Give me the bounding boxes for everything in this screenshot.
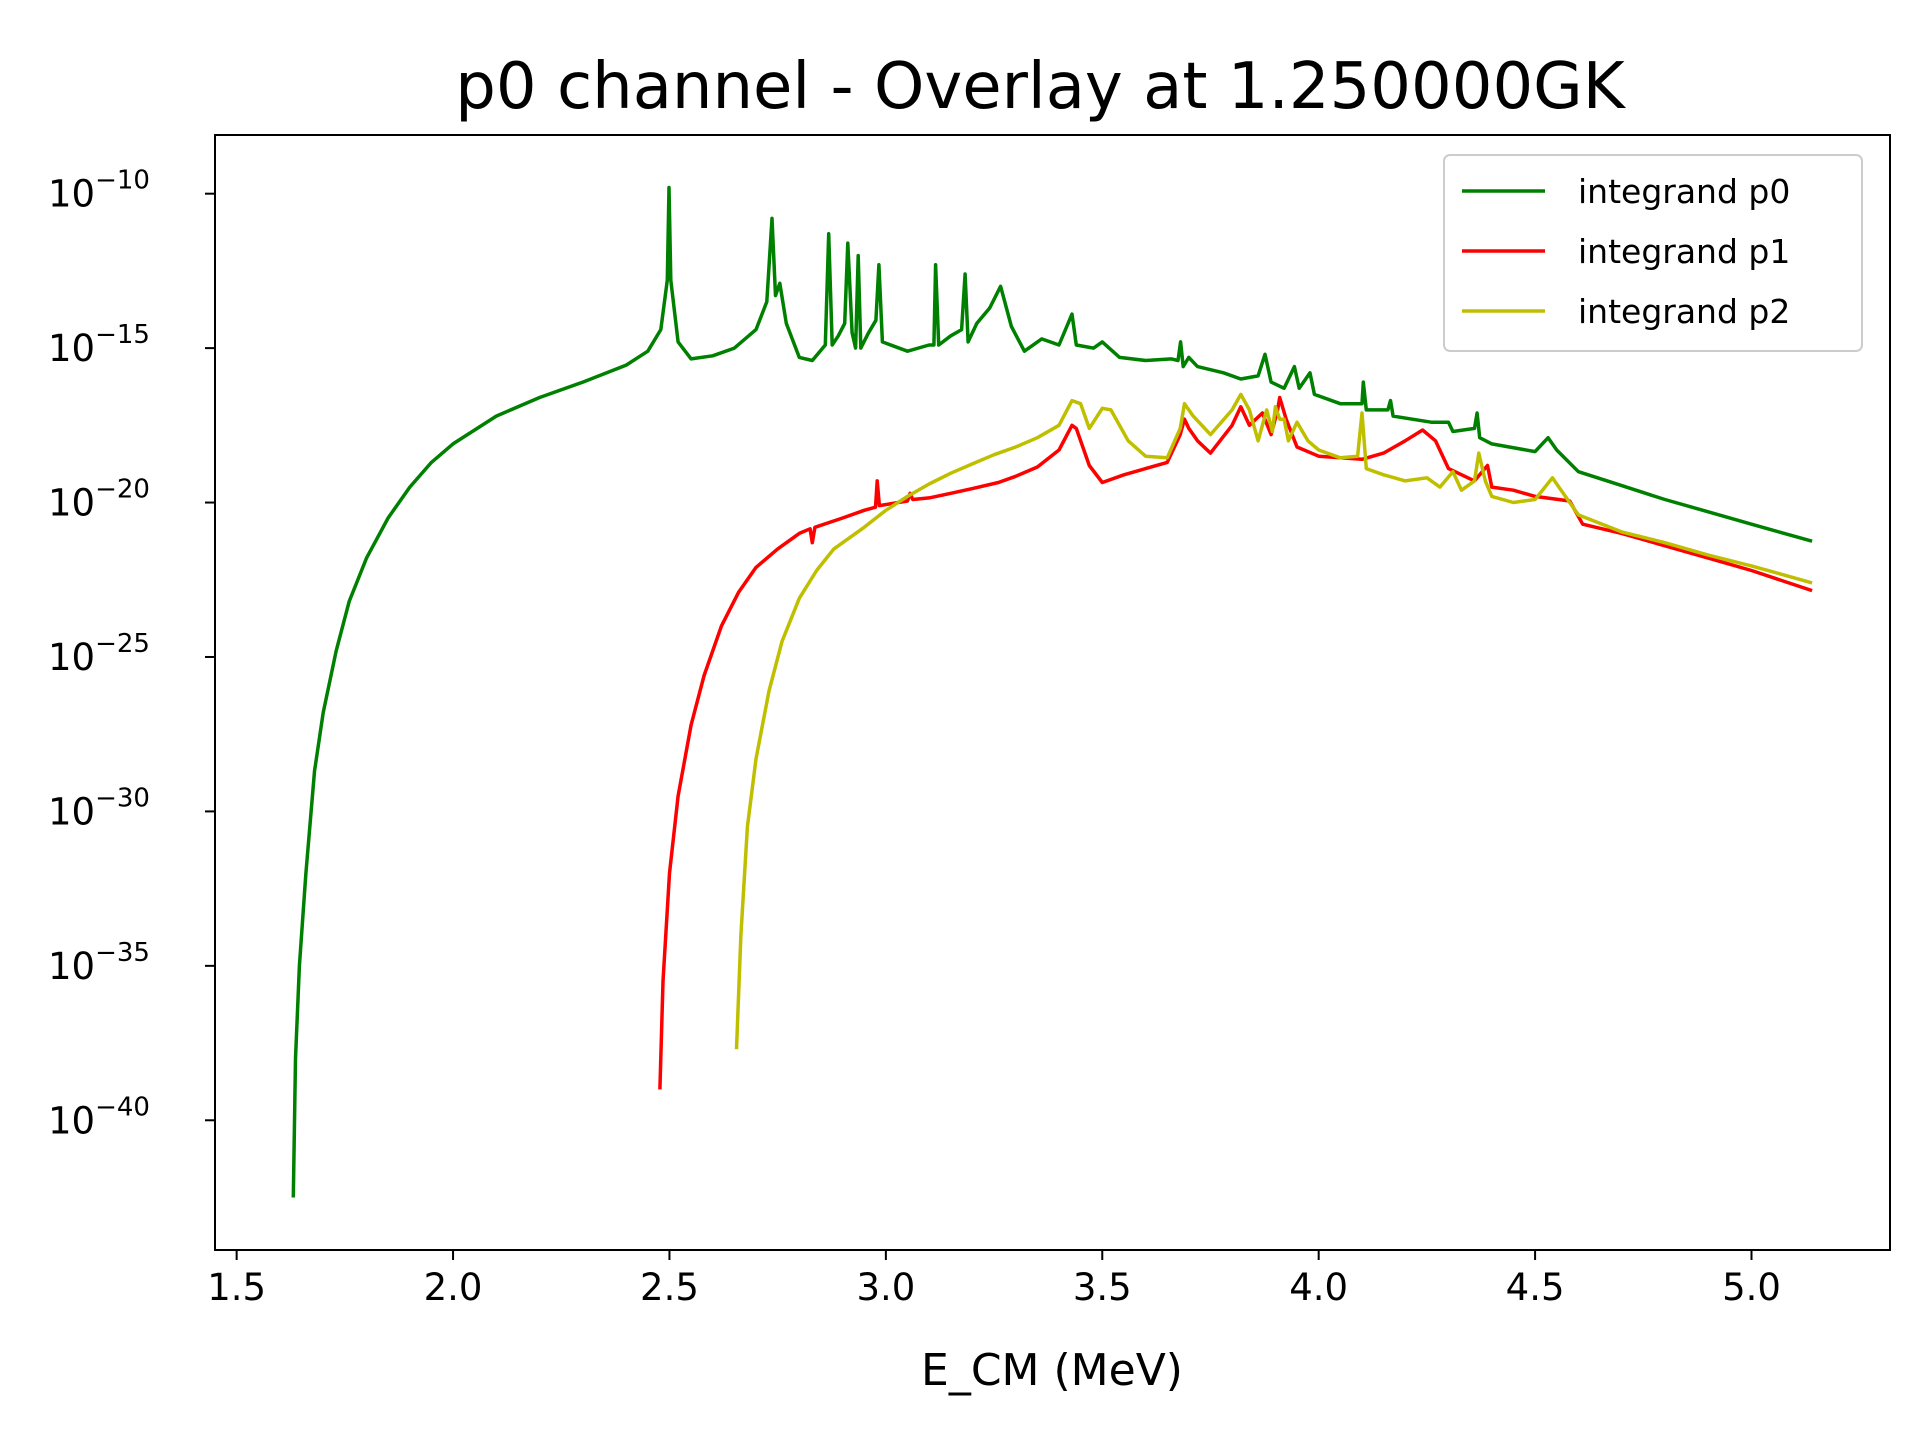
x-tick-label: 2.0 (424, 1266, 483, 1309)
series-line-3 (734, 392, 1813, 1050)
y-tick-label: 10−15 (48, 320, 150, 370)
y-tick-label: 10−35 (48, 938, 150, 988)
y-tick-label: 10−25 (48, 629, 150, 679)
x-tick-label: 5.0 (1722, 1266, 1781, 1309)
x-axis: 1.5 2.0 2.5 3.0 3.5 4.0 4.5 5.0 (207, 1250, 1781, 1309)
x-tick-label: 4.0 (1289, 1266, 1348, 1309)
y-tick-label: 10−30 (48, 783, 150, 833)
x-axis-label: E_CM (MeV) (921, 1345, 1183, 1396)
legend-box (1443, 154, 1863, 352)
legend-label: integrand p2 (1578, 292, 1790, 331)
y-tick-label: 10−10 (48, 166, 150, 216)
y-tick-label: 10−20 (48, 475, 150, 525)
x-tick-label: 3.5 (1073, 1266, 1132, 1309)
chart-title: p0 channel - Overlay at 1.250000GK (455, 50, 1627, 124)
legend: integrand p0 integrand p1 integrand p2 (1443, 154, 1863, 352)
y-tick-label: 10−40 (48, 1092, 150, 1142)
x-tick-label: 1.5 (207, 1266, 266, 1309)
legend-label: integrand p1 (1578, 232, 1790, 271)
y-axis: 10−10 10−15 10−20 10−25 10−30 10−35 10−40 (48, 166, 215, 1142)
x-tick-label: 4.5 (1506, 1266, 1565, 1309)
series-line-2 (658, 395, 1813, 1090)
x-tick-label: 3.0 (856, 1266, 915, 1309)
series-line-1 (291, 185, 1813, 1198)
plot-lines (291, 185, 1813, 1198)
plot-frame (214, 134, 1891, 1251)
legend-label: integrand p0 (1578, 172, 1790, 211)
x-tick-label: 2.5 (640, 1266, 699, 1309)
